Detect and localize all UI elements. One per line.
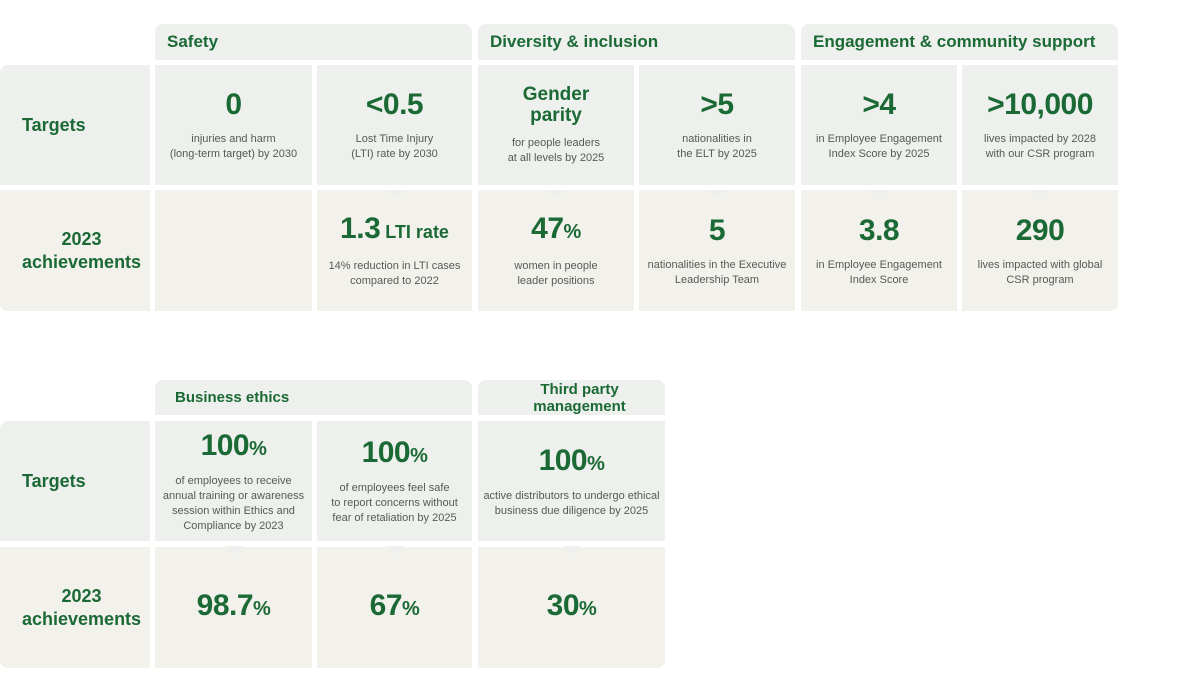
- row-label-achievements-text: 2023 achievements: [22, 228, 142, 272]
- target-value: >5: [700, 88, 734, 121]
- header-third-party-label: Third party management: [533, 380, 626, 415]
- achievement-unit: %: [563, 221, 582, 243]
- target-cell: 100% of employees feel safe to report co…: [317, 421, 472, 541]
- target-value: >10,000: [987, 88, 1093, 121]
- achievement-cell: 5 nationalities in the Executive Leaders…: [639, 190, 795, 311]
- achievement-cell: 67%: [317, 547, 472, 668]
- achievement-unit: %: [253, 598, 271, 620]
- target-desc: of employees to receive annual training …: [162, 474, 305, 532]
- header-business-ethics: Business ethics: [155, 380, 472, 415]
- target-value: Gender parity: [522, 84, 590, 126]
- row-label-targets: Targets: [0, 65, 150, 185]
- target-desc: for people leaders at all levels by 2025: [507, 137, 605, 164]
- achievement-value: 67: [369, 589, 403, 622]
- row-label-targets-text: Targets: [22, 470, 86, 491]
- pointer-notch: [1031, 190, 1049, 199]
- achievement-value: 3.8: [858, 213, 900, 247]
- achievement-cell: 98.7%: [155, 547, 312, 668]
- target-unit: %: [410, 445, 428, 467]
- achievement-unit: %: [579, 598, 597, 620]
- target-value: 100: [200, 428, 250, 462]
- achievement-unit: LTI rate: [380, 222, 449, 242]
- target-unit: %: [587, 452, 605, 475]
- target-desc: lives impacted by 2028 with our CSR prog…: [984, 133, 1096, 160]
- target-cell: <0.5 Lost Time Injury (LTI) rate by 2030: [317, 65, 472, 185]
- achievement-value: 47: [531, 212, 564, 245]
- achievement-desc: nationalities in the Executive Leadershi…: [647, 258, 787, 286]
- achievement-desc: lives impacted with global CSR program: [977, 258, 1103, 286]
- target-desc: injuries and harm (long-term target) by …: [169, 133, 298, 160]
- target-value: 100: [361, 436, 411, 469]
- achievement-unit: %: [402, 598, 420, 620]
- target-desc: Lost Time Injury (LTI) rate by 2030: [351, 133, 438, 160]
- header-safety-label: Safety: [167, 32, 219, 51]
- pointer-notch: [708, 190, 726, 199]
- row-label-achievements: 2023 achievements: [0, 190, 150, 311]
- achievement-desc: 14% reduction in LTI cases compared to 2…: [328, 260, 461, 287]
- pointer-notch: [386, 546, 404, 555]
- target-desc: nationalities in the ELT by 2025: [677, 133, 757, 160]
- pointer-notch: [225, 546, 243, 555]
- target-desc: in Employee Engagement Index Score by 20…: [816, 133, 942, 160]
- target-value: <0.5: [365, 88, 424, 121]
- target-unit: %: [249, 437, 267, 460]
- target-cell: 0 injuries and harm (long-term target) b…: [155, 65, 312, 185]
- achievement-value: 30: [546, 589, 580, 622]
- row-label-achievements: 2023 achievements: [0, 547, 150, 668]
- achievement-cell: 290 lives impacted with global CSR progr…: [962, 190, 1118, 311]
- achievement-cell: 30%: [478, 547, 665, 668]
- achievement-desc: in Employee Engagement Index Score: [816, 258, 942, 286]
- achievement-desc: women in people leader positions: [514, 260, 598, 287]
- target-cell: 100% active distributors to undergo ethi…: [478, 421, 665, 541]
- target-cell: >10,000 lives impacted by 2028 with our …: [962, 65, 1118, 185]
- target-desc: active distributors to undergo ethical b…: [483, 489, 660, 517]
- row-label-achievements-text: 2023 achievements: [22, 585, 142, 629]
- header-safety: Safety: [155, 24, 472, 60]
- header-diversity-inclusion: Diversity & inclusion: [478, 24, 795, 60]
- achievement-cell-empty: [155, 190, 312, 311]
- header-third-party-management: Third party management: [478, 380, 665, 415]
- target-value: 0: [225, 88, 242, 121]
- header-business-ethics-label: Business ethics: [175, 389, 290, 406]
- achievement-cell: 1.3 LTI rate 14% reduction in LTI cases …: [317, 190, 472, 311]
- target-desc: of employees feel safe to report concern…: [331, 482, 458, 524]
- target-cell: >4 in Employee Engagement Index Score by…: [801, 65, 957, 185]
- achievement-cell: 47% women in people leader positions: [478, 190, 634, 311]
- achievement-value: 5: [708, 213, 726, 247]
- pointer-notch: [563, 546, 581, 555]
- achievement-cell: 3.8 in Employee Engagement Index Score: [801, 190, 957, 311]
- pointer-notch: [387, 190, 405, 199]
- achievement-value: 98.7: [196, 589, 254, 622]
- achievement-value: 1.3: [340, 212, 381, 245]
- header-engagement-label: Engagement & community support: [813, 32, 1096, 51]
- achievement-value: 290: [1015, 213, 1065, 247]
- target-value: >4: [862, 88, 896, 121]
- pointer-notch: [870, 190, 888, 199]
- target-cell: Gender parity for people leaders at all …: [478, 65, 634, 185]
- header-engagement: Engagement & community support: [801, 24, 1118, 60]
- row-label-targets-text: Targets: [22, 114, 86, 135]
- target-value: 100: [538, 443, 588, 477]
- header-diversity-label: Diversity & inclusion: [490, 32, 659, 51]
- pointer-notch: [547, 190, 565, 199]
- target-cell: >5 nationalities in the ELT by 2025: [639, 65, 795, 185]
- target-cell: 100% of employees to receive annual trai…: [155, 421, 312, 541]
- row-label-targets: Targets: [0, 421, 150, 541]
